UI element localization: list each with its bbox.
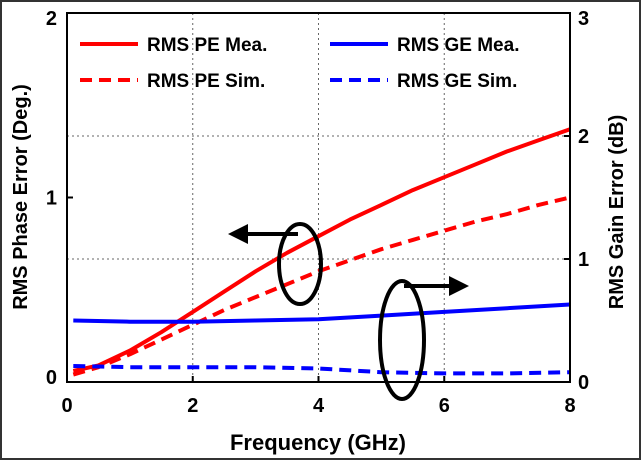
x-tick-label: 2 (187, 395, 198, 417)
y-right-tick-label: 2 (578, 126, 589, 148)
y-left-tick-label: 1 (46, 188, 57, 210)
y-left-tick-label: 2 (46, 8, 57, 30)
annotation-right-axis-indicator (378, 276, 469, 401)
annotation-arrow-right-head (449, 276, 469, 296)
y-axis-left-label: RMS Phase Error (Deg.) (10, 84, 32, 310)
legend-label-pe-sim: RMS PE Sim. (147, 71, 265, 92)
x-axis-label: Frequency (GHz) (230, 430, 406, 455)
annotation-left-axis-indicator (228, 222, 323, 306)
annotation-ellipse-right (378, 279, 426, 401)
series-line-rms-pe-sim (72, 195, 571, 377)
y-left-tick-label: 0 (46, 367, 57, 389)
y-right-tick-label: 0 (578, 372, 589, 394)
series-line-rms-ge-sim (73, 364, 571, 376)
y-right-tick-label: 3 (578, 8, 589, 30)
legend: RMS PE Mea. RMS PE Sim. RMS GE Mea. RMS … (80, 35, 519, 92)
x-tick-label: 8 (564, 395, 575, 417)
legend-label-ge-mea: RMS GE Mea. (397, 35, 519, 56)
annotation-arrow-left-head (228, 224, 248, 244)
y-right-tick-label: 1 (578, 249, 589, 271)
x-tick-label: 4 (313, 395, 325, 417)
y-axis-right-label: RMS Gain Error (dB) (606, 115, 628, 309)
legend-label-pe-mea: RMS PE Mea. (147, 35, 267, 56)
series-lines (72, 127, 571, 377)
grid (67, 13, 570, 382)
x-tick-label: 6 (439, 395, 450, 417)
legend-label-ge-sim: RMS GE Sim. (397, 71, 517, 92)
x-tick-label: 0 (61, 395, 72, 417)
series-line-rms-pe-mea (72, 127, 571, 373)
annotation-ellipse-left (277, 222, 323, 306)
series-line-rms-ge-mea (73, 302, 571, 324)
